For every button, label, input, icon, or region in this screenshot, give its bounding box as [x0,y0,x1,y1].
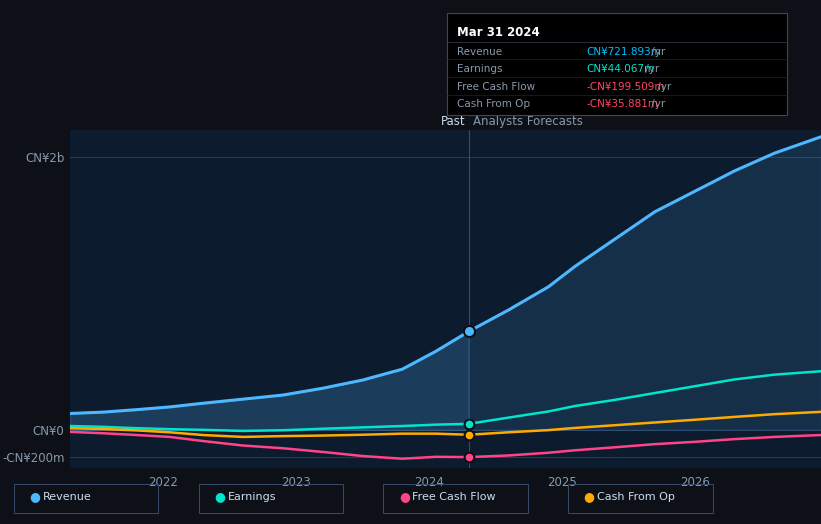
Text: -CN¥199.509m: -CN¥199.509m [586,82,665,92]
Text: Analysts Forecasts: Analysts Forecasts [473,115,582,128]
Text: /yr: /yr [648,100,665,110]
Text: Cash From Op: Cash From Op [597,493,675,503]
Text: ●: ● [30,490,40,504]
Text: CN¥44.067m: CN¥44.067m [586,64,654,74]
Text: -CN¥35.881m: -CN¥35.881m [586,100,658,110]
Text: ●: ● [214,490,225,504]
Text: /yr: /yr [654,82,671,92]
Text: Free Cash Flow: Free Cash Flow [456,82,535,92]
Text: Cash From Op: Cash From Op [456,100,530,110]
Text: Mar 31 2024: Mar 31 2024 [456,26,539,39]
Text: Past: Past [440,115,465,128]
Text: Revenue: Revenue [43,493,91,503]
Text: ●: ● [399,490,410,504]
Text: Earnings: Earnings [456,64,502,74]
Text: CN¥721.893m: CN¥721.893m [586,47,662,57]
Text: /yr: /yr [642,64,659,74]
Text: /yr: /yr [648,47,665,57]
Text: Earnings: Earnings [227,493,276,503]
Text: Free Cash Flow: Free Cash Flow [412,493,496,503]
Text: ●: ● [584,490,594,504]
Text: Revenue: Revenue [456,47,502,57]
